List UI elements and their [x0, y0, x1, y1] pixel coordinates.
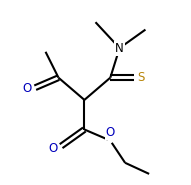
Text: O: O [106, 126, 115, 139]
Text: O: O [48, 142, 57, 154]
Text: O: O [22, 82, 32, 95]
Text: N: N [115, 42, 124, 55]
Text: S: S [137, 71, 145, 84]
